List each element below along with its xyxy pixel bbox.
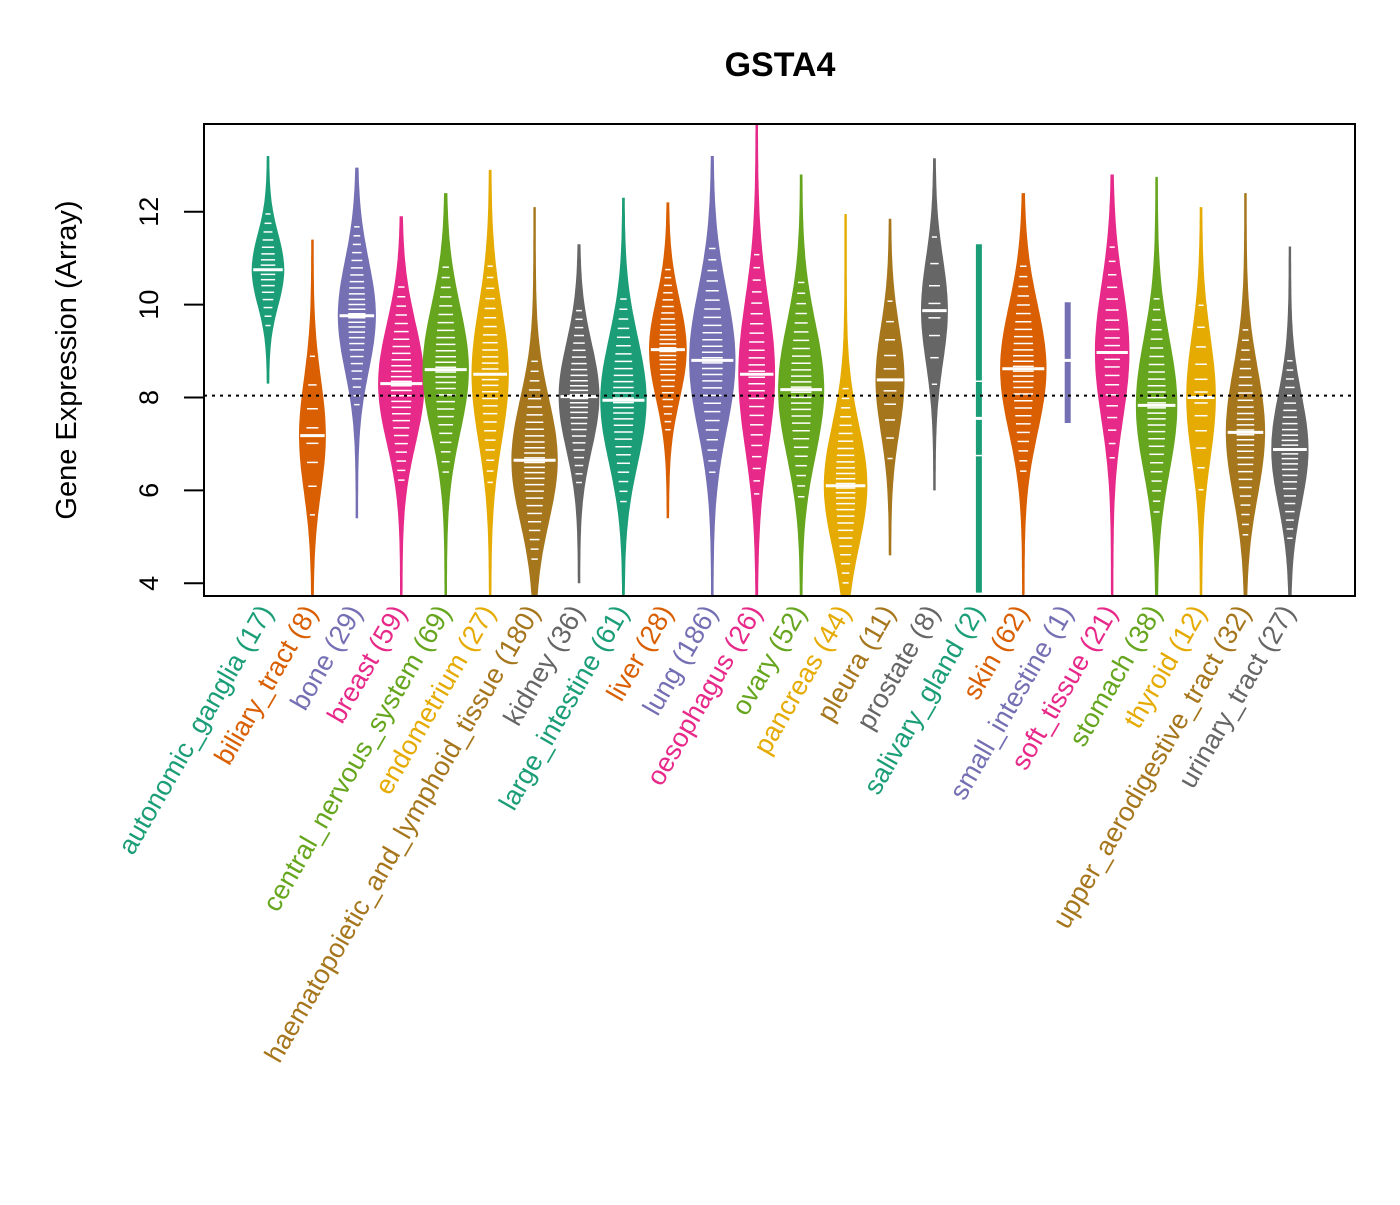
bean-shape <box>1186 207 1216 595</box>
y-tick-label: 10 <box>134 290 164 320</box>
bean-haematopoietic_and_lymphoid_tissue <box>511 207 558 595</box>
bean-shape <box>299 239 326 595</box>
y-tick-label: 4 <box>134 576 164 591</box>
bean-shape <box>378 216 425 596</box>
bean-upper_aerodigestive_tract <box>1225 193 1266 595</box>
bean-lung <box>689 156 736 595</box>
bean-endometrium <box>471 169 509 595</box>
bean-shape <box>689 156 736 595</box>
bean-thyroid <box>1186 207 1216 595</box>
bean-shape <box>511 207 558 595</box>
bean-shape <box>558 244 600 584</box>
bean-large_intestine <box>600 197 647 596</box>
bean-shape <box>1225 193 1266 595</box>
bean-stomach <box>1135 176 1178 595</box>
bean-breast <box>378 216 425 596</box>
bean-pancreas <box>823 214 868 595</box>
bean-shape <box>823 214 868 595</box>
bean-biliary_tract <box>299 239 326 595</box>
bean-prostate <box>921 158 948 491</box>
bean-autonomic_ganglia <box>251 156 285 384</box>
bean-bone <box>337 167 376 519</box>
bean-shape <box>1271 246 1309 595</box>
y-tick-label: 6 <box>134 483 164 498</box>
bean-shape <box>738 125 776 595</box>
bean-pleura <box>875 218 905 556</box>
y-axis-label: Gene Expression (Array) <box>51 200 83 519</box>
y-tick-label: 8 <box>134 390 164 405</box>
plot-frame <box>203 123 1356 597</box>
bean-ovary <box>778 174 825 595</box>
bean-central_nervous_system <box>422 193 469 595</box>
bean-salivary_gland <box>969 244 989 593</box>
bean-oesophagus <box>738 125 776 595</box>
bean-shape <box>600 197 647 596</box>
bean-shape <box>778 174 825 595</box>
y-tick-label: 12 <box>134 197 164 227</box>
bean-shape <box>921 158 948 491</box>
bean-shape <box>471 169 509 595</box>
bean-urinary_tract <box>1271 246 1309 595</box>
bean-shape <box>1064 302 1071 423</box>
bean-shape <box>875 218 905 556</box>
bean-small_intestine <box>1059 302 1077 423</box>
chart-title: GSTA4 <box>725 46 836 84</box>
bean-shape <box>422 193 469 595</box>
bean-skin <box>1000 193 1047 595</box>
bean-kidney <box>558 244 600 584</box>
bean-soft_tissue <box>1094 174 1130 595</box>
bean-liver <box>649 202 687 519</box>
